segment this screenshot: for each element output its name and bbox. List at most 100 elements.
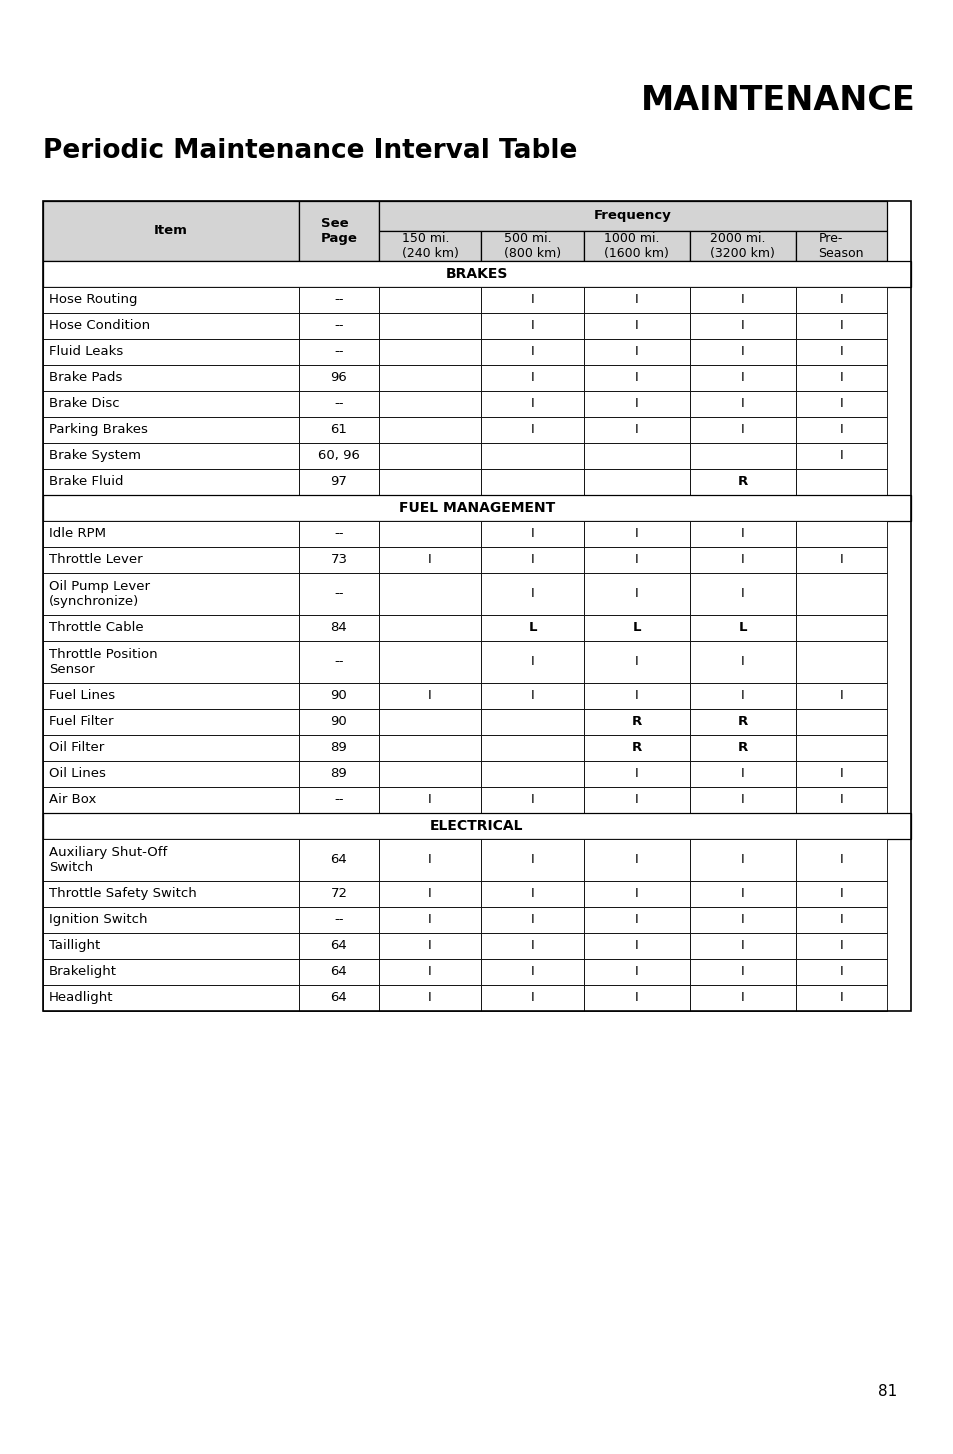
- Text: I: I: [634, 689, 638, 702]
- Bar: [378, 760, 481, 787]
- Bar: [378, 958, 481, 984]
- Bar: [795, 231, 886, 260]
- Bar: [298, 365, 378, 391]
- Bar: [583, 313, 689, 339]
- Bar: [481, 708, 583, 734]
- Bar: [583, 881, 689, 907]
- Bar: [795, 313, 886, 339]
- Bar: [298, 787, 378, 813]
- Bar: [298, 734, 378, 760]
- Text: 500 mi.
(800 km): 500 mi. (800 km): [503, 231, 560, 260]
- Text: I: I: [740, 345, 743, 358]
- Bar: [583, 760, 689, 787]
- Text: I: I: [530, 528, 534, 539]
- Text: Oil Lines: Oil Lines: [49, 768, 106, 781]
- Text: 72: 72: [330, 887, 347, 900]
- Bar: [583, 521, 689, 547]
- Bar: [298, 547, 378, 573]
- Bar: [481, 521, 583, 547]
- Bar: [378, 641, 481, 682]
- Text: I: I: [740, 371, 743, 384]
- Bar: [481, 442, 583, 468]
- Bar: [481, 573, 583, 615]
- Bar: [689, 734, 795, 760]
- Text: Fluid Leaks: Fluid Leaks: [49, 345, 123, 358]
- Bar: [795, 365, 886, 391]
- Bar: [583, 365, 689, 391]
- Bar: [795, 787, 886, 813]
- Bar: [583, 417, 689, 442]
- Bar: [583, 615, 689, 641]
- Text: MAINTENANCE: MAINTENANCE: [640, 84, 915, 118]
- Bar: [583, 734, 689, 760]
- Text: I: I: [428, 553, 432, 566]
- Bar: [795, 641, 886, 682]
- Bar: [481, 881, 583, 907]
- Text: Brake Disc: Brake Disc: [49, 397, 119, 410]
- Bar: [43, 615, 298, 641]
- Bar: [795, 932, 886, 958]
- Bar: [481, 286, 583, 313]
- Bar: [43, 442, 298, 468]
- Bar: [583, 958, 689, 984]
- Bar: [298, 760, 378, 787]
- Text: I: I: [428, 689, 432, 702]
- Bar: [43, 260, 910, 286]
- Text: Hose Condition: Hose Condition: [49, 318, 150, 332]
- Bar: [583, 839, 689, 881]
- Text: I: I: [839, 449, 842, 462]
- Text: --: --: [334, 587, 343, 601]
- Bar: [298, 907, 378, 932]
- Bar: [378, 547, 481, 573]
- Text: --: --: [334, 294, 343, 307]
- Bar: [378, 442, 481, 468]
- Text: I: I: [839, 423, 842, 436]
- Bar: [689, 573, 795, 615]
- Text: Oil Pump Lever
(synchronize): Oil Pump Lever (synchronize): [49, 580, 150, 608]
- Bar: [481, 615, 583, 641]
- Text: 150 mi.
(240 km): 150 mi. (240 km): [401, 231, 458, 260]
- Text: 64: 64: [331, 965, 347, 979]
- Bar: [378, 839, 481, 881]
- Text: I: I: [428, 887, 432, 900]
- Text: R: R: [631, 715, 641, 728]
- Text: Ignition Switch: Ignition Switch: [49, 913, 148, 926]
- Bar: [795, 734, 886, 760]
- Bar: [378, 881, 481, 907]
- Bar: [378, 734, 481, 760]
- Text: I: I: [530, 371, 534, 384]
- Bar: [689, 615, 795, 641]
- Bar: [481, 734, 583, 760]
- Bar: [689, 787, 795, 813]
- Text: Brake Fluid: Brake Fluid: [49, 475, 123, 489]
- Bar: [583, 547, 689, 573]
- Text: Periodic Maintenance Interval Table: Periodic Maintenance Interval Table: [43, 138, 577, 164]
- Bar: [43, 682, 298, 708]
- Bar: [689, 231, 795, 260]
- Bar: [298, 839, 378, 881]
- Text: Frequency: Frequency: [594, 209, 671, 222]
- Bar: [795, 442, 886, 468]
- Text: L: L: [528, 621, 537, 634]
- Bar: [795, 615, 886, 641]
- Bar: [689, 547, 795, 573]
- Text: I: I: [634, 528, 638, 539]
- Text: I: I: [634, 371, 638, 384]
- Text: 97: 97: [330, 475, 347, 489]
- Bar: [689, 417, 795, 442]
- Text: I: I: [839, 345, 842, 358]
- Text: I: I: [740, 423, 743, 436]
- Text: Hose Routing: Hose Routing: [49, 294, 137, 307]
- Bar: [795, 907, 886, 932]
- Text: I: I: [740, 939, 743, 952]
- Text: I: I: [740, 587, 743, 601]
- Text: R: R: [737, 715, 747, 728]
- Bar: [689, 958, 795, 984]
- Bar: [481, 231, 583, 260]
- Text: Pre-
Season: Pre- Season: [818, 231, 863, 260]
- Text: Air Box: Air Box: [49, 792, 96, 806]
- Bar: [43, 286, 298, 313]
- Bar: [43, 468, 298, 494]
- Bar: [795, 573, 886, 615]
- Text: I: I: [530, 656, 534, 669]
